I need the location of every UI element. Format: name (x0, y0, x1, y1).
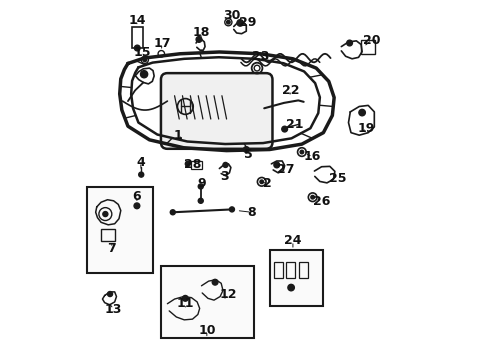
Text: 14: 14 (128, 14, 145, 27)
Circle shape (229, 207, 234, 212)
Circle shape (185, 161, 190, 166)
Text: 26: 26 (312, 195, 329, 208)
Text: 3: 3 (220, 170, 228, 183)
Circle shape (134, 203, 140, 209)
Circle shape (198, 198, 203, 203)
Text: 27: 27 (276, 163, 294, 176)
Circle shape (223, 162, 227, 167)
Bar (298, 262, 307, 278)
Text: 16: 16 (304, 150, 321, 163)
Text: 8: 8 (247, 206, 255, 219)
Circle shape (226, 21, 230, 24)
FancyBboxPatch shape (161, 73, 272, 149)
Bar (286, 262, 295, 278)
Text: 13: 13 (105, 303, 122, 316)
Bar (87, 187, 152, 273)
Text: 7: 7 (107, 242, 116, 255)
Text: 11: 11 (176, 297, 194, 310)
Bar (101, 229, 115, 241)
Text: 4: 4 (136, 156, 144, 168)
Text: 2: 2 (263, 177, 272, 190)
Circle shape (300, 150, 303, 154)
Text: 18: 18 (192, 27, 210, 40)
Text: 28: 28 (183, 158, 201, 171)
Text: 10: 10 (198, 324, 215, 337)
Circle shape (281, 126, 287, 132)
Circle shape (139, 172, 143, 177)
Text: 25: 25 (328, 172, 346, 185)
Bar (161, 266, 253, 338)
Text: 19: 19 (357, 122, 374, 135)
Circle shape (182, 296, 188, 301)
Circle shape (260, 180, 263, 184)
Circle shape (134, 45, 140, 51)
Text: 23: 23 (251, 50, 269, 63)
Text: 17: 17 (153, 37, 170, 50)
Circle shape (140, 71, 147, 78)
Bar (360, 40, 375, 54)
Circle shape (273, 162, 279, 168)
Bar (131, 27, 142, 48)
Text: 12: 12 (219, 288, 237, 301)
Circle shape (212, 279, 218, 285)
Circle shape (287, 284, 294, 291)
Text: 6: 6 (132, 190, 141, 203)
Bar (191, 161, 202, 168)
Circle shape (198, 184, 203, 189)
Text: 30: 30 (223, 9, 240, 22)
Circle shape (310, 195, 314, 199)
Text: 15: 15 (133, 46, 151, 59)
Circle shape (346, 40, 352, 46)
Circle shape (170, 210, 175, 215)
Text: 21: 21 (285, 118, 303, 131)
Text: 20: 20 (362, 33, 380, 47)
Text: 9: 9 (197, 177, 205, 190)
Circle shape (142, 58, 146, 62)
Circle shape (102, 212, 108, 217)
Circle shape (358, 109, 365, 116)
Text: 1: 1 (173, 129, 182, 142)
Circle shape (107, 292, 112, 297)
Circle shape (196, 37, 202, 42)
Text: 22: 22 (282, 84, 299, 97)
Text: 5: 5 (243, 148, 252, 161)
Text: 24: 24 (284, 234, 301, 247)
Circle shape (243, 147, 249, 152)
Text: 29: 29 (239, 16, 256, 29)
Bar (273, 262, 282, 278)
Circle shape (237, 20, 243, 26)
Bar (269, 250, 322, 306)
